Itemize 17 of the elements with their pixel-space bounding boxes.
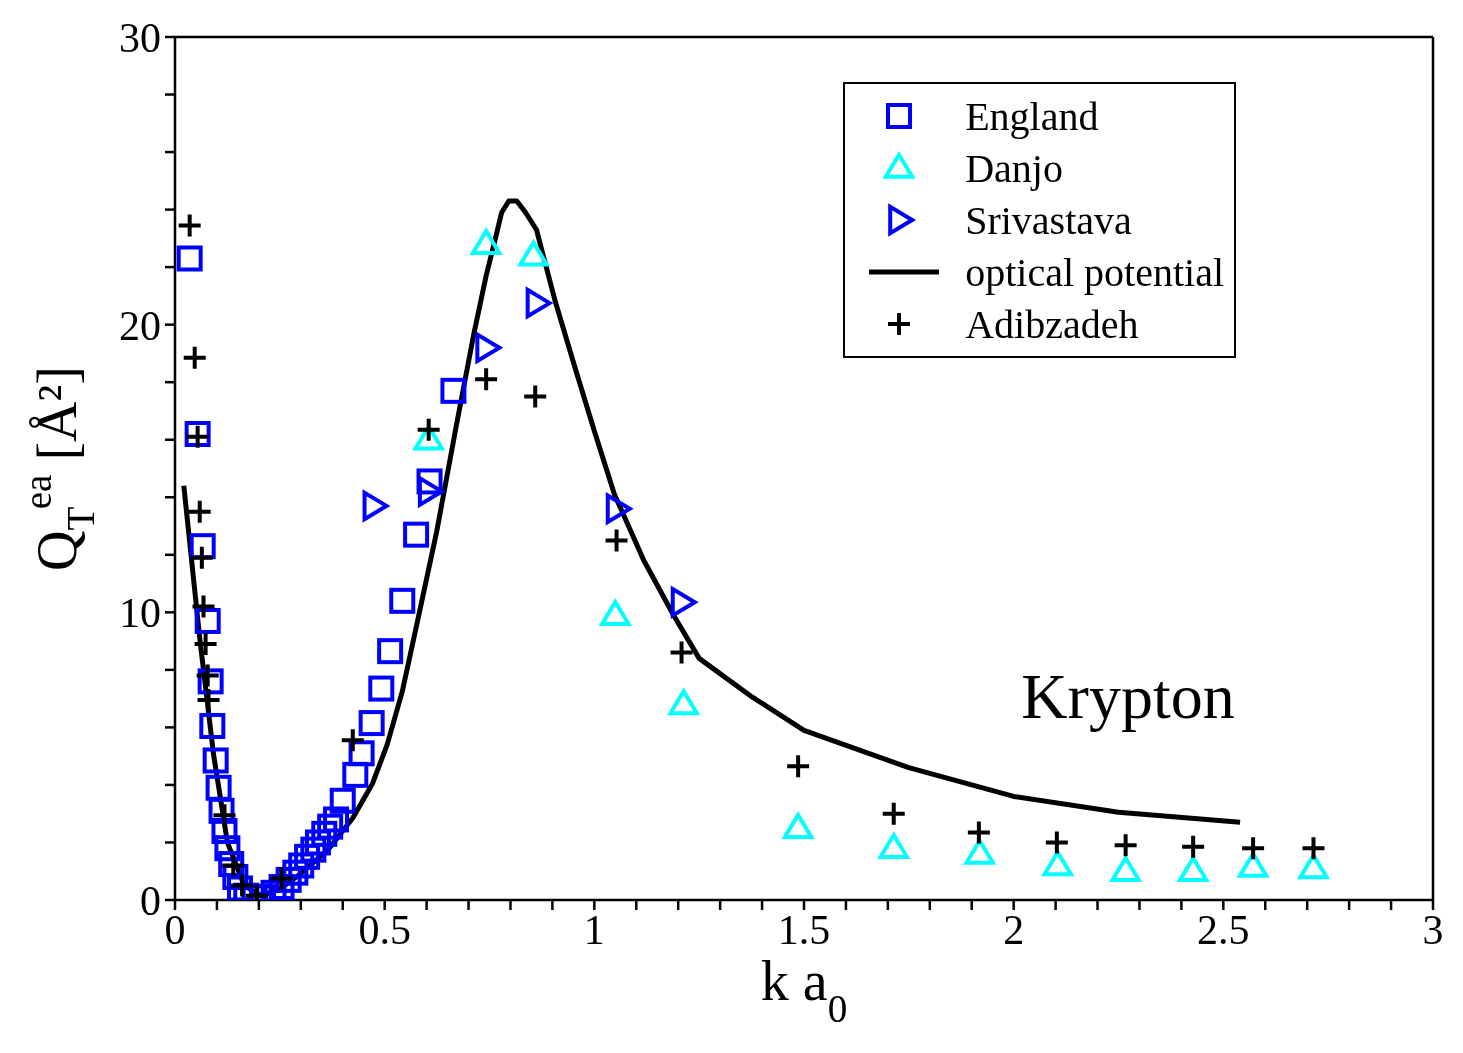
y-tick-label: 30 — [119, 14, 161, 61]
legend-label: England — [965, 92, 1099, 140]
legend-label: optical potential — [965, 248, 1224, 296]
legend-label: Danjo — [965, 144, 1063, 192]
x-tick-label: 1.5 — [777, 906, 831, 953]
x-tick-label: 0.5 — [358, 906, 411, 953]
x-tick-label: 2.5 — [1197, 906, 1250, 953]
x-tick-label: 3 — [1422, 906, 1444, 953]
y-tick-label: 10 — [119, 590, 161, 637]
x-tick-label: 1 — [583, 906, 605, 953]
x-axis-title: k a$_{0}$ — [760, 950, 848, 1030]
legend-label: Srivastava — [965, 196, 1132, 244]
y-tick-label: 20 — [119, 302, 161, 349]
y-tick-label: 0 — [140, 877, 161, 924]
annotation: Krypton — [1021, 661, 1235, 732]
legend-label: Adibzadeh — [965, 300, 1139, 348]
x-tick-label: 2 — [1003, 906, 1025, 953]
